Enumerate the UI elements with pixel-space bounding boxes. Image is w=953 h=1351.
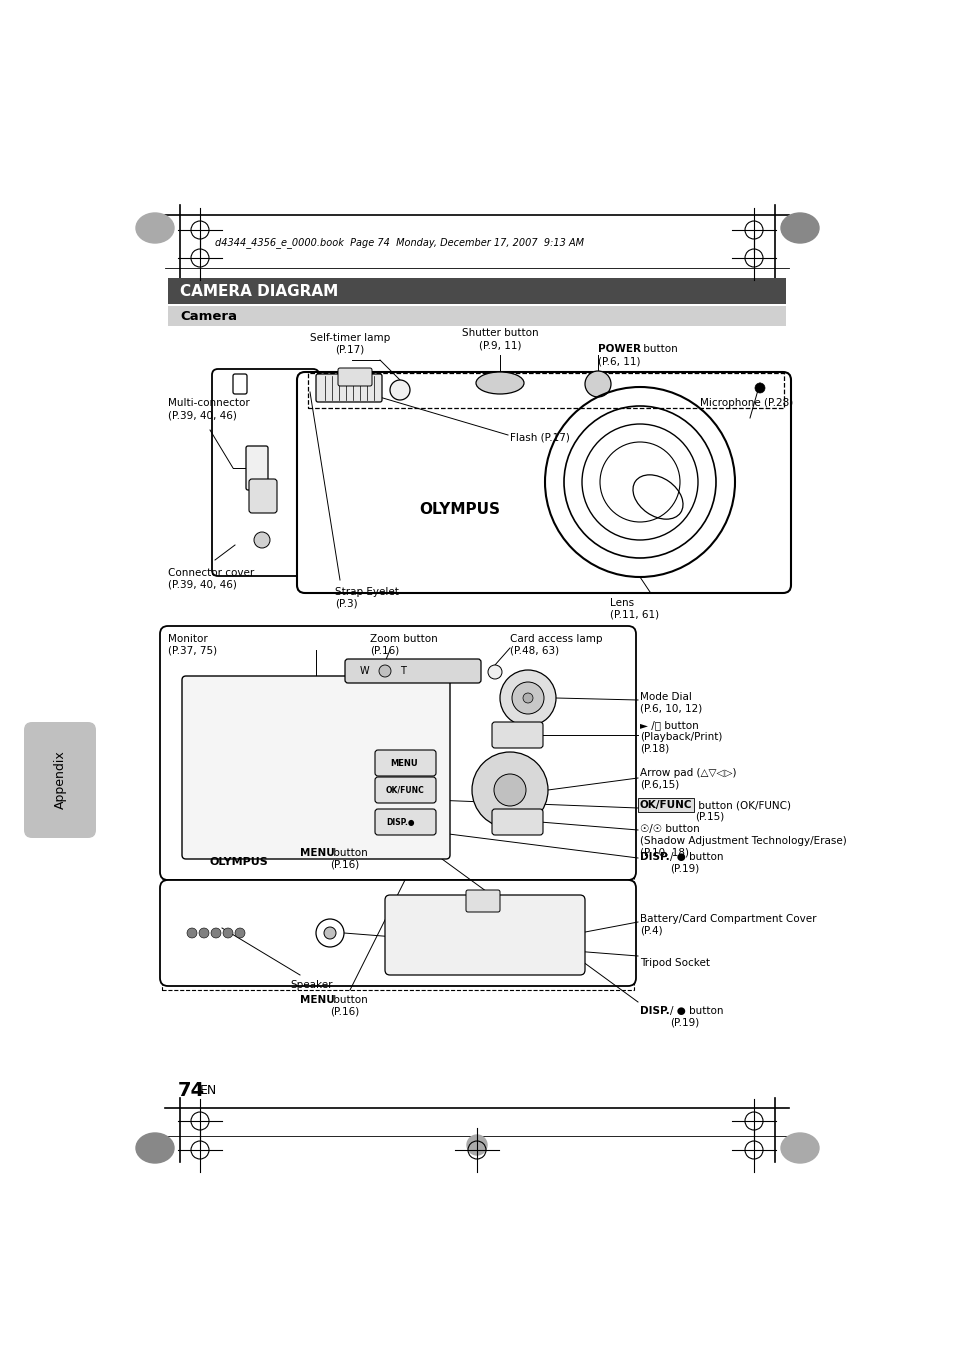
Text: Card access lamp
(P.48, 63): Card access lamp (P.48, 63) <box>510 634 602 655</box>
Text: Strap Eyelet
(P.3): Strap Eyelet (P.3) <box>335 586 398 608</box>
Text: Shutter button
(P.9, 11): Shutter button (P.9, 11) <box>461 328 537 350</box>
Text: 74: 74 <box>178 1081 205 1100</box>
Circle shape <box>378 665 391 677</box>
Text: DISP.: DISP. <box>639 1006 669 1016</box>
Text: d4344_4356_e_0000.book  Page 74  Monday, December 17, 2007  9:13 AM: d4344_4356_e_0000.book Page 74 Monday, D… <box>214 238 583 249</box>
Text: button
(P.16): button (P.16) <box>330 994 367 1016</box>
Circle shape <box>390 380 410 400</box>
Circle shape <box>522 693 533 703</box>
FancyBboxPatch shape <box>160 880 636 986</box>
FancyBboxPatch shape <box>246 446 268 490</box>
FancyBboxPatch shape <box>492 721 542 748</box>
FancyBboxPatch shape <box>212 369 318 576</box>
FancyBboxPatch shape <box>492 809 542 835</box>
Text: W: W <box>359 666 369 676</box>
Ellipse shape <box>781 1133 818 1163</box>
Text: EN: EN <box>200 1084 217 1097</box>
Text: MENU: MENU <box>299 848 335 858</box>
FancyBboxPatch shape <box>296 372 790 593</box>
Text: Mode Dial
(P.6, 10, 12): Mode Dial (P.6, 10, 12) <box>639 692 701 713</box>
FancyBboxPatch shape <box>337 367 372 386</box>
Circle shape <box>187 928 196 938</box>
Text: Arrow pad (△▽◁▷)
(P.6,15): Arrow pad (△▽◁▷) (P.6,15) <box>639 767 736 789</box>
Text: MENU: MENU <box>390 758 417 767</box>
Text: Microphone (P.28): Microphone (P.28) <box>700 399 792 408</box>
Text: Speaker: Speaker <box>290 979 333 990</box>
Text: / ● button
(P.19): / ● button (P.19) <box>669 1006 722 1028</box>
Circle shape <box>199 928 209 938</box>
Text: Multi-connector
(P.39, 40, 46): Multi-connector (P.39, 40, 46) <box>168 399 250 420</box>
Text: Lens
(P.11, 61): Lens (P.11, 61) <box>609 598 659 620</box>
Text: button
(P.16): button (P.16) <box>330 848 367 870</box>
Text: Self-timer lamp
(P.17): Self-timer lamp (P.17) <box>310 334 390 355</box>
FancyBboxPatch shape <box>345 659 480 684</box>
Ellipse shape <box>781 213 818 243</box>
Text: Monitor
(P.37, 75): Monitor (P.37, 75) <box>168 634 217 655</box>
Ellipse shape <box>136 213 173 243</box>
FancyBboxPatch shape <box>385 894 584 975</box>
FancyBboxPatch shape <box>24 721 96 838</box>
Text: Tripod Socket: Tripod Socket <box>639 958 709 969</box>
Text: Appendix: Appendix <box>53 751 67 809</box>
Text: ► /⎌ button
(Playback/Print)
(P.18): ► /⎌ button (Playback/Print) (P.18) <box>639 720 721 754</box>
Text: Zoom button
(P.16): Zoom button (P.16) <box>370 634 437 655</box>
Text: OK/FUNC: OK/FUNC <box>639 800 692 811</box>
FancyBboxPatch shape <box>375 809 436 835</box>
Circle shape <box>494 774 525 807</box>
Ellipse shape <box>476 372 523 394</box>
Circle shape <box>499 670 556 725</box>
Text: DISP.: DISP. <box>639 852 669 862</box>
Circle shape <box>315 919 344 947</box>
Text: Camera: Camera <box>180 309 236 323</box>
Text: ☉/☉ button
(Shadow Adjustment Technology/Erase)
(P.10, 18): ☉/☉ button (Shadow Adjustment Technology… <box>639 824 846 857</box>
Text: button: button <box>639 345 677 354</box>
Circle shape <box>472 753 547 828</box>
Ellipse shape <box>136 1133 173 1163</box>
Text: OK/FUNC: OK/FUNC <box>386 785 424 794</box>
Text: OLYMPUS: OLYMPUS <box>210 857 269 867</box>
Text: DISP.●: DISP.● <box>386 817 414 827</box>
FancyBboxPatch shape <box>249 480 276 513</box>
FancyBboxPatch shape <box>375 777 436 802</box>
Circle shape <box>754 382 764 393</box>
FancyBboxPatch shape <box>315 374 381 403</box>
Bar <box>168 278 785 304</box>
Circle shape <box>223 928 233 938</box>
FancyBboxPatch shape <box>375 750 436 775</box>
Text: MENU: MENU <box>299 994 335 1005</box>
Text: T: T <box>399 666 405 676</box>
Text: CAMERA DIAGRAM: CAMERA DIAGRAM <box>180 284 338 299</box>
Text: Connector cover
(P.39, 40, 46): Connector cover (P.39, 40, 46) <box>168 567 254 589</box>
Circle shape <box>211 928 221 938</box>
Bar <box>168 305 785 326</box>
Circle shape <box>324 927 335 939</box>
FancyBboxPatch shape <box>182 676 450 859</box>
Circle shape <box>512 682 543 713</box>
FancyBboxPatch shape <box>160 626 636 880</box>
Circle shape <box>253 532 270 549</box>
Text: POWER: POWER <box>598 345 640 354</box>
Circle shape <box>488 665 501 680</box>
Text: Battery/Card Compartment Cover
(P.4): Battery/Card Compartment Cover (P.4) <box>639 915 816 936</box>
Circle shape <box>584 372 610 397</box>
Circle shape <box>234 928 245 938</box>
Text: OLYMPUS: OLYMPUS <box>419 503 500 517</box>
FancyBboxPatch shape <box>233 374 247 394</box>
Text: (P.6, 11): (P.6, 11) <box>598 357 639 366</box>
FancyBboxPatch shape <box>465 890 499 912</box>
Text: Flash (P.17): Flash (P.17) <box>510 434 569 443</box>
Ellipse shape <box>467 1135 486 1155</box>
Text: / ● button
(P.19): / ● button (P.19) <box>669 852 722 874</box>
Text: button (OK/FUNC)
(P.15): button (OK/FUNC) (P.15) <box>695 800 790 821</box>
